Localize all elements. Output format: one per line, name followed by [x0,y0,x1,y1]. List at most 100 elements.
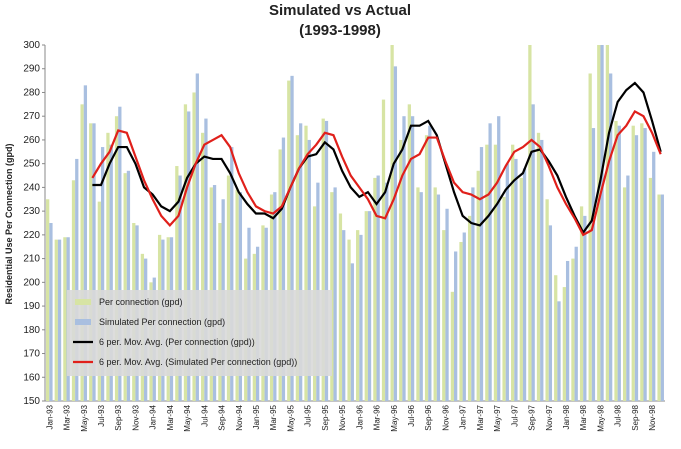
x-tick-label: Mar-98 [579,404,588,430]
bar [410,116,415,401]
x-tick-label: Jul-94 [200,404,209,426]
bar [591,128,596,402]
bar [63,237,67,401]
bar [493,144,498,401]
bar [433,187,437,401]
bar [462,232,466,401]
bar [183,104,188,401]
y-tick-label: 250 [23,159,40,170]
bar [571,258,575,401]
x-tick-label: May-95 [286,404,295,431]
y-tick-label: 210 [23,254,40,265]
bar [588,73,592,401]
bar [562,287,566,401]
y-tick-label: 170 [23,349,40,360]
bar [488,123,492,401]
bar [467,215,472,401]
x-tick-label: Jan-93 [45,404,54,429]
bar [428,125,432,402]
x-tick-label: May-98 [596,404,605,431]
x-tick-label: Sep-93 [114,404,123,430]
bar [545,199,549,401]
x-tick-label: Mar-96 [373,404,382,430]
bar [201,132,205,401]
bar [114,116,119,401]
bar [281,137,286,401]
x-tick-label: Jan-98 [562,404,571,429]
line [92,81,662,235]
chart-title: Simulated vs Actual [269,2,411,19]
bar [424,135,429,402]
x-tick-label: Mar-93 [63,404,72,430]
x-tick-label: Mar-94 [166,404,175,430]
x-tick-label: Jan-94 [149,404,158,429]
bar [342,230,346,401]
bar [385,182,389,401]
bar [54,239,58,401]
bar [46,199,50,401]
bar [660,194,664,401]
bar [359,234,363,401]
bar [126,170,131,401]
bar [75,158,79,401]
bar [605,45,610,401]
x-tick-label: Sep-95 [321,404,330,430]
x-tick-label: Sep-98 [631,404,640,430]
x-tick-label: May-93 [80,404,89,431]
bar [634,135,639,402]
bar [505,163,509,401]
bar [89,123,93,401]
bar [80,104,84,401]
bar [536,132,541,401]
bar [583,215,587,401]
bar [195,73,199,401]
bar [511,144,515,401]
bar [614,120,618,402]
bar [92,123,96,401]
bar [109,144,113,401]
bar [597,45,601,401]
y-tick-label: 220 [23,230,40,241]
bar [502,196,506,401]
legend-label: Simulated Per connection (gpd) [99,317,225,327]
y-tick-label: 260 [23,135,40,146]
bar [402,116,406,401]
bar [381,99,386,401]
y-tick-label: 200 [23,277,40,288]
x-tick-label: Nov-94 [235,404,244,430]
bar [643,128,647,402]
x-tick-label: Jul-98 [614,404,623,426]
bar [399,139,403,401]
bar [347,239,351,401]
bar [557,301,561,401]
legend-swatch [75,299,91,305]
bar [204,118,208,401]
bar [299,123,303,401]
bar [485,144,489,401]
bar [528,45,532,401]
bar [450,291,455,401]
x-tick-label: Jul-96 [407,404,416,426]
x-tick-label: Mar-97 [476,404,485,430]
bar [652,151,656,401]
y-tick-label: 160 [23,372,40,383]
bar [554,275,558,401]
y-tick-label: 180 [23,325,40,336]
bar [476,170,480,401]
bar [106,132,110,401]
x-tick-label: Sep-96 [424,404,433,430]
bar [321,118,325,401]
bar [522,168,527,401]
x-tick-label: Nov-96 [441,404,450,430]
bar [454,251,458,401]
y-tick-label: 290 [23,64,40,75]
x-tick-label: Nov-93 [131,404,140,430]
bar [376,175,380,401]
bar [373,177,377,401]
x-tick-label: Jul-93 [97,404,106,426]
bar [278,149,282,401]
bar [471,187,475,401]
bar [364,211,368,401]
bar [579,206,584,401]
y-tick-label: 190 [23,301,40,312]
